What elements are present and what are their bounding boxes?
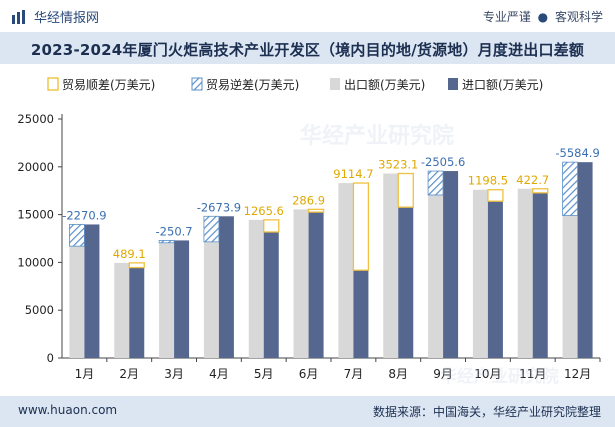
surplus-bar [397,172,414,208]
slogan: 专业严谨 ● 客观科学 [483,8,603,25]
title-bar: 2023-2024年厦门火炬高技术产业开发区（境内目的地/货源地）月度进出口差额 [0,32,615,64]
x-tick-label: 12月 [564,367,591,381]
balance-label: 422.7 [516,173,549,187]
y-tick-label: 25000 [17,112,54,126]
export-bar [203,241,219,358]
slogan-right: 客观科学 [554,10,603,24]
export-bar [338,183,354,358]
import-bar [174,240,190,358]
import-bar [532,192,548,358]
x-tick-label: 11月 [519,367,546,381]
import-bar [263,231,279,358]
y-tick-label: 5000 [25,303,54,317]
legend-swatch-export [330,78,340,90]
import-bar [353,270,369,358]
footer-bar: www.huaon.com 数据来源：中国海关，华经产业研究院整理 [0,396,615,427]
import-bar [308,212,324,358]
balance-label: 286.9 [292,193,325,207]
x-tick-label: 1月 [75,367,95,381]
chart-title: 2023-2024年厦门火炬高技术产业开发区（境内目的地/货源地）月度进出口差额 [30,41,585,59]
legend-label: 进口额(万美元) [462,78,543,92]
balance-label: 9114.7 [333,167,373,181]
x-tick-label: 4月 [209,367,229,381]
y-tick-label: 20000 [17,160,54,174]
brand[interactable]: 华经情报网 [12,7,99,26]
surplus-bar [487,189,504,202]
import-bar [443,171,459,358]
deficit-bar [69,224,85,247]
deficit-bar [203,215,220,243]
export-bar [293,209,309,358]
chart-area: 贸易顺差(万美元) 贸易逆差(万美元) 出口额(万美元) 进口额(万美元) 0 5000 1… [17,77,601,381]
x-tick-label: 8月 [388,367,408,381]
header-bar: 华经情报网 专业严谨 ● 客观科学 [0,0,615,32]
slogan-left: 专业严谨 [482,10,531,24]
surplus-bar [352,182,370,271]
import-bar [398,207,414,358]
legend-swatch-deficit [191,77,203,91]
import-bar [218,216,234,358]
export-bar [517,188,533,358]
balance-label: -2673.9 [197,200,241,214]
surplus-bar [307,208,325,213]
import-bar [129,267,145,358]
legend-label: 贸易逆差(万美元) [206,77,299,92]
surplus-bar [532,188,549,194]
import-bar [577,162,593,358]
legend-label: 出口额(万美元) [344,78,425,92]
legend-swatch-surplus [47,77,59,91]
export-bar [114,262,130,358]
import-bar [487,201,503,358]
balance-label: 489.1 [113,247,146,261]
y-tick-label: 0 [47,351,54,365]
slogan-separator: ● [537,10,549,24]
footer-url[interactable]: www.huaon.com [18,403,118,417]
balance-label: 1265.6 [244,204,284,218]
balance-label: -5584.9 [555,146,599,160]
surplus-bar [263,219,280,233]
legend-swatch-import [448,78,458,90]
y-tick-label: 10000 [17,255,54,269]
export-bar [562,215,578,358]
export-bar [159,242,175,358]
x-tick-label: 5月 [254,367,274,381]
balance-label: -2270.9 [62,208,106,222]
export-bar [428,195,444,358]
export-bar [248,219,264,358]
footer-source: 数据来源：中国海关，华经产业研究院整理 [372,405,601,419]
import-bar [84,224,100,358]
legend-label: 贸易顺差(万美元) [62,78,155,92]
y-tick-label: 15000 [17,208,54,222]
x-tick-label: 2月 [119,367,139,381]
balance-label: 3523.1 [378,157,418,171]
surplus-bar [128,262,145,269]
deficit-bar [562,161,578,216]
deficit-bar [427,170,444,196]
balance-label: -250.7 [156,224,193,238]
deficit-bar [158,240,175,244]
x-tick-label: 6月 [299,367,319,381]
brand-logo-icon [12,10,25,24]
balance-label: 1198.5 [468,174,508,188]
export-bar [472,189,488,358]
brand-name: 华经情报网 [34,11,100,26]
export-bar [383,173,399,358]
balance-label: -2505.6 [421,155,465,169]
x-tick-label: 7月 [344,367,364,381]
export-bar [69,246,85,358]
x-tick-label: 9月 [433,367,453,381]
x-tick-label: 3月 [164,367,184,381]
x-tick-label: 10月 [474,367,501,381]
